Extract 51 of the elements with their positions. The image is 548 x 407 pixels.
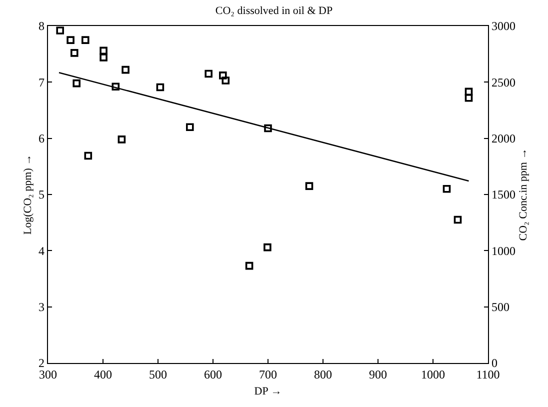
y-tick-label: 5 xyxy=(38,188,44,202)
point xyxy=(222,76,230,84)
y2-tick-label: 0 xyxy=(492,356,498,370)
point xyxy=(204,70,212,78)
point xyxy=(82,36,90,44)
x-tick-label: 800 xyxy=(314,368,332,382)
x-tick-label: 300 xyxy=(39,368,57,382)
point xyxy=(156,83,164,92)
point xyxy=(305,182,314,190)
point xyxy=(100,54,108,62)
y-tick-label: 7 xyxy=(38,75,44,90)
point xyxy=(464,88,473,96)
point xyxy=(70,49,78,57)
point xyxy=(100,46,108,55)
point xyxy=(454,216,462,224)
x-tick-label: 400 xyxy=(94,368,112,382)
point xyxy=(186,123,194,131)
y-tick-label: 3 xyxy=(38,300,44,314)
y2-tick-label: 1500 xyxy=(492,188,516,202)
y-tick-label: 2 xyxy=(38,356,44,370)
x-tick-label: 700 xyxy=(259,368,277,382)
y2-tick-label: 2000 xyxy=(492,132,516,146)
point xyxy=(118,136,126,144)
x-tick-label: 900 xyxy=(369,368,387,382)
y2-tick-label: 1000 xyxy=(492,244,516,258)
point xyxy=(264,243,272,252)
y-axis-title: Log(CO₂ ppm) → xyxy=(22,154,34,235)
y2-tick-label: 2500 xyxy=(492,75,516,90)
chart-title: CO₂ dissolved in oil & DP xyxy=(215,4,333,17)
y-tick-label: 6 xyxy=(38,132,44,146)
point xyxy=(122,66,130,74)
y2-tick-label: 3000 xyxy=(492,19,516,34)
y-tick-label: 4 xyxy=(38,244,44,258)
point xyxy=(264,124,272,132)
point xyxy=(66,36,74,44)
point xyxy=(72,79,80,88)
point xyxy=(56,26,64,34)
x-tick-label: 500 xyxy=(149,368,167,382)
x-axis-title: DP → xyxy=(254,386,282,398)
y2-tick-label: 500 xyxy=(492,300,510,314)
x-tick-label: 600 xyxy=(204,368,222,382)
point xyxy=(112,82,120,91)
x-tick-label: 1000 xyxy=(421,368,445,382)
point xyxy=(245,262,254,270)
point xyxy=(464,94,473,102)
point xyxy=(84,152,92,160)
y-tick-label: 8 xyxy=(38,19,44,34)
x-tick-label: 1100 xyxy=(476,368,500,382)
point xyxy=(442,184,451,193)
y2-axis-title: CO₂ Conc.in ppm → xyxy=(518,148,530,241)
point xyxy=(219,72,227,80)
